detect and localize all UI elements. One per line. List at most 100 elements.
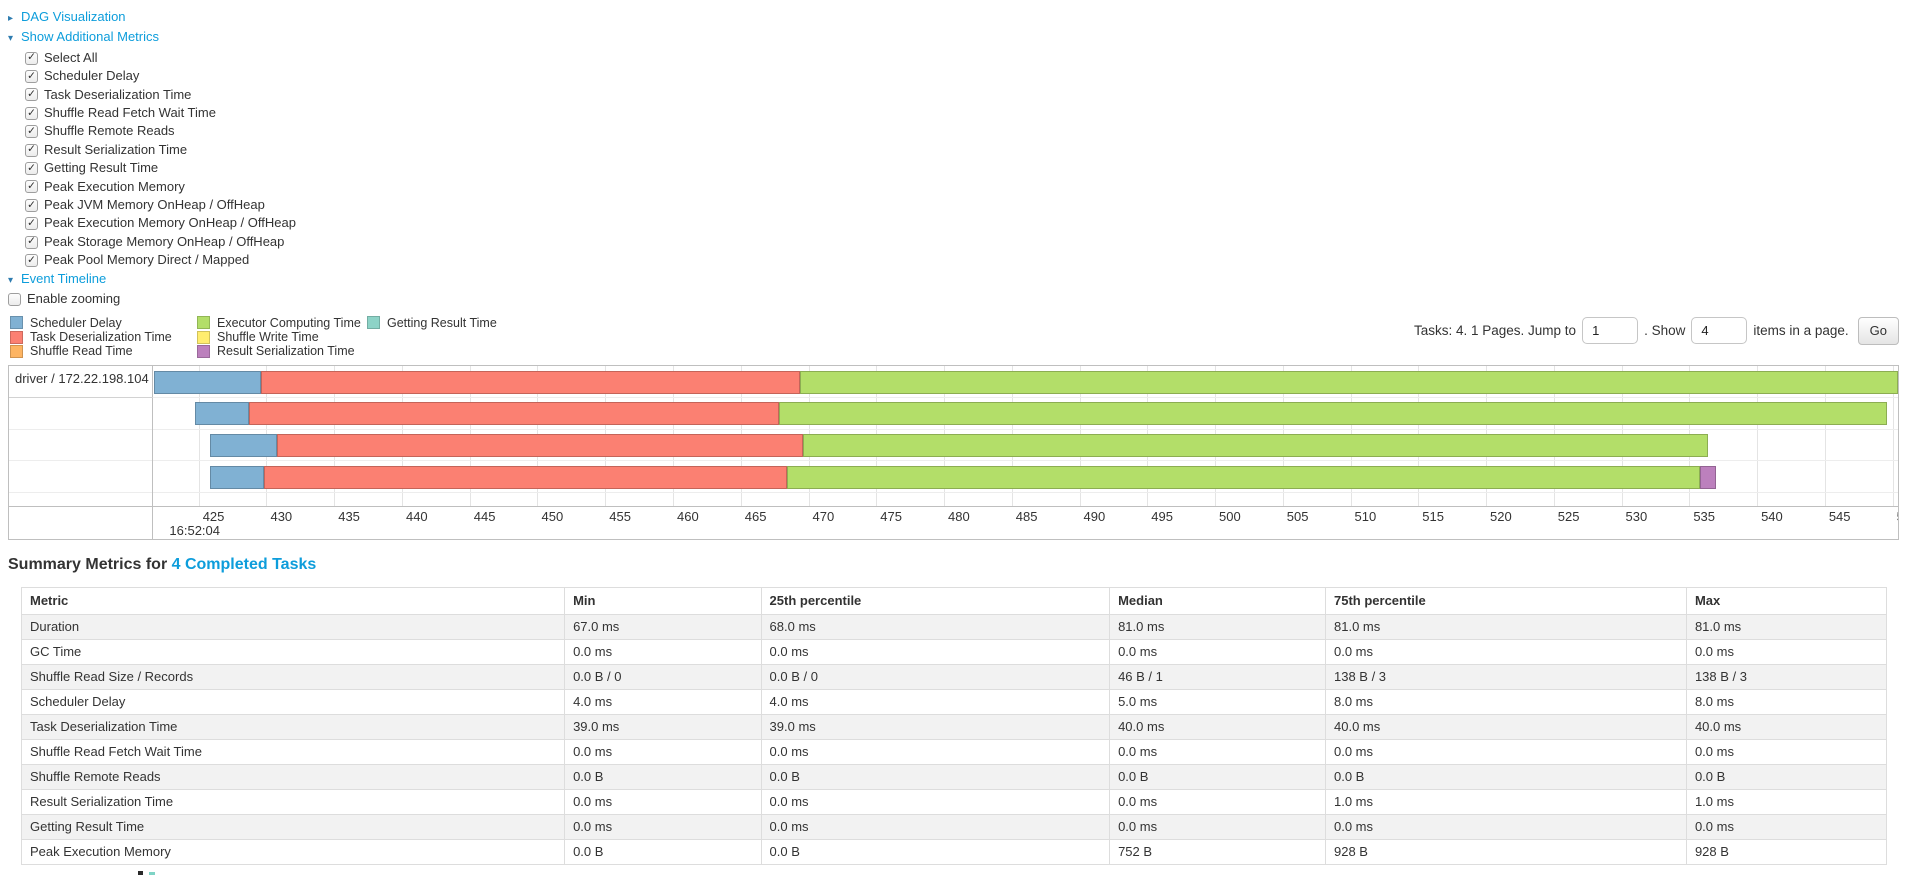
legend-label: Executor Computing Time	[217, 315, 361, 330]
checkbox-select-all[interactable]	[25, 51, 38, 65]
checkbox-getting-result-time[interactable]	[25, 161, 38, 175]
metric-value-cell: 138 B / 3	[1325, 663, 1687, 690]
enable-zooming-checkbox[interactable]	[8, 292, 21, 306]
metric-value-cell: 4.0 ms	[564, 688, 762, 715]
metric-option-result-serialization-time: Result Serialization Time	[25, 141, 1899, 159]
axis-tick-label: 440	[405, 508, 428, 524]
legend-item-result-serialization-time: Result Serialization Time	[195, 344, 365, 358]
table-header-row: Metric Min 25th percentile Median 75th perce…	[20, 586, 1888, 615]
checkbox-label: Task Deserialization Time	[44, 86, 192, 102]
dag-visualization-toggle[interactable]: ▸ DAG Visualization	[8, 8, 1899, 28]
task-bar-segment-task-deserialization[interactable]	[277, 433, 804, 457]
metric-value-cell: 0.0 ms	[564, 813, 762, 840]
executor-group-label: driver / 172.22.198.104	[15, 370, 149, 386]
legend-swatch-icon	[197, 330, 210, 344]
task-bar-segment-task-deserialization[interactable]	[248, 401, 779, 425]
metric-value-cell: 0.0 ms	[1325, 638, 1687, 665]
axis-tick-label: 525	[1557, 508, 1580, 524]
go-button[interactable]: Go	[1857, 316, 1899, 345]
metric-value-cell: 928 B	[1685, 838, 1888, 865]
checkbox-peak-execution-memory[interactable]	[25, 180, 38, 194]
clipped-content-sliver	[149, 871, 155, 875]
checkbox-label: Select All	[44, 49, 98, 65]
checkbox-peak-jvm-memory-onheap-offheap[interactable]	[25, 198, 38, 212]
checkbox-shuffle-remote-reads[interactable]	[25, 125, 38, 139]
axis-gridline	[1892, 365, 1894, 506]
show-text: . Show	[1644, 323, 1686, 338]
group-label-separator	[9, 396, 153, 398]
axis-tick-label: 495	[1151, 508, 1173, 524]
table-row-peak-execution-memory: Peak Execution Memory 0.0 B 0.0 B 752 B 928 …	[20, 838, 1888, 865]
axis-tick-label: 480	[948, 508, 970, 524]
axis-tick-label: 500	[1219, 508, 1241, 524]
metric-value-cell: 40.0 ms	[1109, 713, 1326, 740]
task-bar-segment-executor-computing[interactable]	[778, 401, 1888, 425]
checkbox-shuffle-read-fetch-wait-time[interactable]	[25, 106, 38, 120]
metric-value-cell: 0.0 ms	[760, 813, 1111, 840]
axis-tick-label: 435	[338, 508, 360, 524]
clipped-content-sliver	[138, 870, 143, 875]
metric-value-cell: 0.0 B	[760, 838, 1111, 865]
legend-label: Scheduler Delay	[30, 315, 122, 330]
checkbox-peak-pool-memory-direct-mapped[interactable]	[25, 253, 38, 267]
jump-to-page-input[interactable]	[1582, 317, 1639, 344]
task-bar-segment-scheduler-delay[interactable]	[209, 433, 278, 457]
metric-value-cell: 0.0 ms	[1685, 638, 1888, 665]
task-bar-segment-task-deserialization[interactable]	[261, 370, 801, 394]
column-header-metric: Metric	[20, 586, 566, 615]
column-header-25th-percentile: 25th percentile	[760, 586, 1111, 615]
checkbox-label: Getting Result Time	[44, 160, 159, 176]
event-timeline-toggle[interactable]: ▾ Event Timeline	[8, 270, 1899, 290]
checkbox-result-serialization-time[interactable]	[25, 143, 38, 157]
task-bar-segment-scheduler-delay[interactable]	[154, 370, 262, 394]
task-bar-segment-executor-computing[interactable]	[800, 370, 1898, 394]
metric-name-cell: Task Deserialization Time	[20, 713, 566, 740]
legend-item-task-deserialization-time: Task Deserialization Time	[8, 330, 195, 344]
enable-zooming-label: Enable zooming	[27, 291, 121, 307]
metric-value-cell: 0.0 ms	[564, 738, 762, 765]
completed-tasks-link[interactable]: 4 Completed Tasks	[171, 555, 317, 573]
items-per-page-input[interactable]	[1691, 317, 1748, 344]
axis-tick-label: 510	[1354, 508, 1377, 524]
metric-value-cell: 928 B	[1325, 838, 1687, 865]
checkbox-peak-storage-memory-onheap-offheap[interactable]	[25, 235, 38, 249]
metric-value-cell: 0.0 ms	[1109, 813, 1326, 840]
task-bar-segment-scheduler-delay[interactable]	[194, 401, 249, 425]
metric-option-peak-execution-memory-onheap-offheap: Peak Execution Memory OnHeap / OffHeap	[25, 214, 1899, 232]
metric-value-cell: 0.0 B	[1109, 763, 1326, 790]
table-row-getting-result-time: Getting Result Time 0.0 ms 0.0 ms 0.0 ms 0.0…	[20, 813, 1888, 840]
legend-label: Shuffle Write Time	[217, 329, 319, 344]
expanded-arrow-icon: ▾	[8, 33, 14, 45]
task-bar-segment-result-serialization[interactable]	[1700, 465, 1717, 489]
axis-tick-label: 490	[1083, 508, 1106, 524]
axis-gridline	[198, 365, 200, 506]
axis-tick-label: 520	[1490, 508, 1512, 524]
task-bar-segment-executor-computing[interactable]	[803, 433, 1709, 457]
metric-value-cell: 0.0 ms	[1325, 738, 1687, 765]
metric-option-peak-storage-memory-onheap-offheap: Peak Storage Memory OnHeap / OffHeap	[25, 233, 1899, 251]
metric-value-cell: 1.0 ms	[1685, 788, 1888, 815]
legend-swatch-icon	[197, 345, 210, 359]
axis-tick-label: 485	[1015, 508, 1038, 524]
metric-value-cell: 40.0 ms	[1325, 713, 1687, 740]
metric-value-cell: 0.0 ms	[564, 638, 762, 665]
row-separator	[9, 428, 1898, 430]
expanded-arrow-icon: ▾	[8, 274, 14, 286]
task-bar-segment-executor-computing[interactable]	[786, 465, 1701, 489]
metric-value-cell: 81.0 ms	[1109, 613, 1326, 640]
task-bar-segment-task-deserialization[interactable]	[263, 465, 787, 489]
checkbox-scheduler-delay[interactable]	[25, 69, 38, 83]
metric-name-cell: Duration	[20, 613, 566, 640]
task-bar-segment-scheduler-delay[interactable]	[209, 465, 264, 489]
axis-tick-label: 460	[676, 508, 699, 524]
checkbox-peak-execution-memory-onheap-offheap[interactable]	[25, 217, 38, 231]
checkbox-task-deserialization-time[interactable]	[25, 88, 38, 102]
axis-gridline	[1824, 365, 1826, 506]
metric-value-cell: 0.0 B	[1325, 763, 1687, 790]
metric-value-cell: 0.0 ms	[1109, 788, 1326, 815]
metric-value-cell: 0.0 ms	[1325, 813, 1687, 840]
show-additional-metrics-toggle[interactable]: ▾ Show Additional Metrics	[8, 28, 1899, 48]
metric-value-cell: 0.0 ms	[1685, 738, 1888, 765]
metric-value-cell: 0.0 ms	[564, 788, 762, 815]
dag-visualization-label: DAG Visualization	[21, 9, 126, 24]
